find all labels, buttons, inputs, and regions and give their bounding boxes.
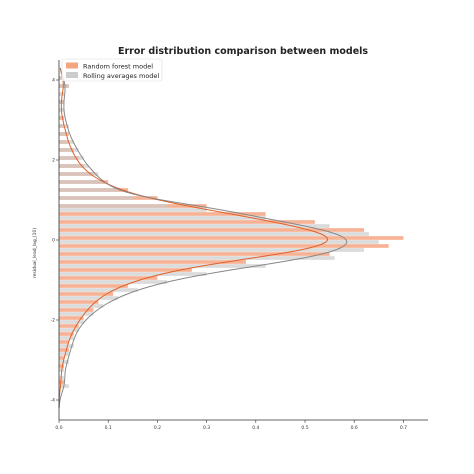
bar-random-forest-10	[59, 300, 99, 304]
x-tick-label-6: 0.6	[351, 425, 358, 431]
bar-rolling-averages-32	[59, 132, 69, 136]
bar-rolling-averages-30	[59, 148, 79, 152]
kde-curve-rolling-averages	[58, 67, 348, 409]
bar-random-forest-20	[59, 220, 315, 224]
bar-rolling-averages-16	[59, 256, 335, 260]
bar-rolling-averages-8	[59, 320, 84, 324]
bar-rolling-averages-31	[59, 140, 74, 144]
x-tick-label-2: 0.2	[154, 425, 161, 431]
bar-rolling-averages-37	[59, 92, 64, 96]
y-tick-label-1: -2	[51, 318, 56, 324]
bar-random-forest-6	[59, 332, 74, 336]
bar-random-forest-3	[59, 356, 64, 360]
bar-rolling-averages-20	[59, 224, 330, 228]
x-tick-label-1: 0.1	[105, 425, 112, 431]
y-tick-label-4: 4	[52, 78, 55, 84]
bar-rolling-averages-6	[59, 336, 74, 340]
bar-rolling-averages-15	[59, 264, 266, 268]
y-tick-label-2: 0	[52, 238, 55, 244]
bar-random-forest-7	[59, 324, 79, 328]
y-axis-label: residual_lead_lag_(10)	[32, 228, 38, 279]
legend-label-rolling-averages: Rolling averages model	[83, 72, 159, 80]
axes-layer	[58, 60, 428, 421]
bar-rolling-averages-3	[59, 360, 69, 364]
x-tick-label-0: 0.0	[55, 425, 62, 431]
ticks-layer: 0.0 0.1 0.2 0.3 0.4 0.5 0.6 0.7 -4 -2 0 2 4	[51, 78, 408, 431]
bar-rolling-averages-13	[59, 280, 168, 284]
bar-rolling-averages-10	[59, 304, 104, 308]
bar-random-forest-13	[59, 276, 158, 280]
bar-random-forest-5	[59, 340, 69, 344]
bar-rolling-averages-21	[59, 216, 266, 220]
bar-random-forest-0	[59, 380, 64, 384]
bar-rolling-averages-11	[59, 296, 119, 300]
legend: Random forest model Rolling averages mod…	[61, 58, 163, 82]
bar-rolling-averages-7	[59, 328, 79, 332]
bar-rolling-averages-28	[59, 164, 89, 168]
bar-random-forest-18	[59, 236, 404, 240]
bar-rolling-averages-26	[59, 180, 104, 184]
bar-rolling-averages-34	[59, 116, 64, 120]
legend-box	[61, 58, 163, 82]
bar-random-forest-17	[59, 244, 389, 248]
y-tick-label-3: 2	[52, 158, 55, 164]
bar-rolling-averages-9	[59, 312, 94, 316]
bar-random-forest-21	[59, 212, 266, 216]
bar-random-forest-9	[59, 308, 94, 312]
histogram-layer	[59, 76, 404, 388]
bar-rolling-averages-38	[59, 84, 69, 88]
bar-random-forest-19	[59, 228, 365, 232]
bar-rolling-averages-18	[59, 240, 379, 244]
bar-rolling-averages-12	[59, 288, 138, 292]
bar-random-forest-15	[59, 260, 246, 264]
x-tick-label-3: 0.3	[203, 425, 210, 431]
legend-label-random-forest: Random forest model	[83, 63, 153, 71]
legend-swatch-rolling-averages	[66, 72, 78, 78]
bar-rolling-averages-39	[59, 76, 64, 80]
bar-rolling-averages-14	[59, 272, 207, 276]
bar-random-forest-4	[59, 348, 69, 352]
x-tick-label-7: 0.7	[400, 425, 407, 431]
bar-rolling-averages-27	[59, 172, 99, 176]
bar-rolling-averages-24	[59, 196, 133, 200]
bar-rolling-averages-17	[59, 248, 365, 252]
bar-random-forest-8	[59, 316, 84, 320]
bar-rolling-averages-25	[59, 188, 119, 192]
bar-rolling-averages-29	[59, 156, 84, 160]
bar-rolling-averages-23	[59, 204, 168, 208]
bar-rolling-averages-4	[59, 352, 69, 356]
bar-random-forest-11	[59, 292, 114, 296]
legend-swatch-random-forest	[66, 62, 78, 69]
y-tick-label-0: -4	[51, 398, 56, 404]
bar-rolling-averages-22	[59, 208, 207, 212]
bar-rolling-averages-19	[59, 232, 369, 236]
chart-title: Error distribution comparison between mo…	[118, 46, 368, 57]
bar-random-forest-14	[59, 268, 192, 272]
x-tick-label-5: 0.5	[301, 425, 308, 431]
bar-rolling-averages-5	[59, 344, 74, 348]
kde-curve-random-forest	[58, 67, 329, 408]
kde-layer	[58, 67, 348, 409]
bar-random-forest-12	[59, 284, 128, 288]
bar-random-forest-2	[59, 364, 64, 368]
bar-random-forest-16	[59, 252, 330, 256]
x-tick-label-4: 0.4	[252, 425, 259, 431]
